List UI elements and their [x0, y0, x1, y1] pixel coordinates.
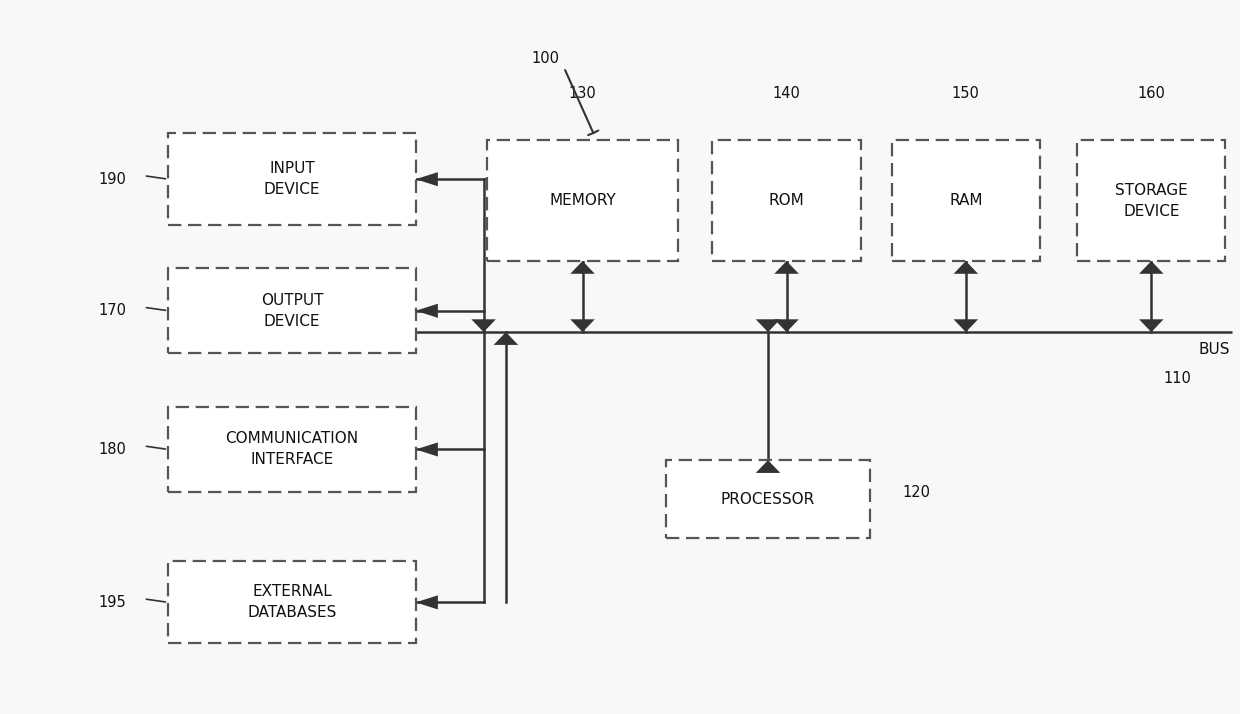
Text: OUTPUT
DEVICE: OUTPUT DEVICE	[260, 293, 324, 328]
Bar	[487, 140, 678, 261]
Bar	[169, 133, 415, 226]
Text: PROCESSOR: PROCESSOR	[720, 492, 815, 507]
Text: 120: 120	[903, 485, 930, 500]
Polygon shape	[954, 261, 978, 273]
Polygon shape	[415, 443, 438, 456]
Polygon shape	[755, 460, 780, 473]
Bar	[666, 460, 870, 538]
Polygon shape	[471, 319, 496, 332]
Polygon shape	[1140, 319, 1163, 332]
Bar	[169, 561, 415, 643]
Text: 100: 100	[532, 51, 559, 66]
Text: 170: 170	[99, 303, 126, 318]
Bar	[712, 140, 861, 261]
Polygon shape	[755, 319, 780, 332]
Text: EXTERNAL
DATABASES: EXTERNAL DATABASES	[247, 584, 336, 620]
Bar	[169, 268, 415, 353]
Polygon shape	[415, 172, 438, 186]
Text: STORAGE
DEVICE: STORAGE DEVICE	[1115, 183, 1188, 218]
Polygon shape	[1140, 261, 1163, 273]
Text: COMMUNICATION
INTERFACE: COMMUNICATION INTERFACE	[226, 431, 358, 468]
Polygon shape	[415, 595, 438, 610]
Text: ROM: ROM	[769, 193, 805, 208]
Polygon shape	[494, 332, 518, 345]
Text: 190: 190	[99, 171, 126, 186]
Polygon shape	[954, 319, 978, 332]
Bar	[892, 140, 1040, 261]
Text: 150: 150	[952, 86, 980, 101]
Text: 140: 140	[773, 86, 801, 101]
Polygon shape	[570, 261, 595, 273]
Polygon shape	[415, 303, 438, 318]
Polygon shape	[570, 319, 595, 332]
Bar	[1078, 140, 1225, 261]
Text: BUS: BUS	[1198, 343, 1230, 358]
Text: 130: 130	[569, 86, 596, 101]
Text: 110: 110	[1163, 371, 1192, 386]
Text: 195: 195	[99, 595, 126, 610]
Polygon shape	[774, 261, 799, 273]
Text: RAM: RAM	[949, 193, 982, 208]
Text: 160: 160	[1137, 86, 1166, 101]
Text: 180: 180	[99, 442, 126, 457]
Bar	[169, 407, 415, 492]
Text: MEMORY: MEMORY	[549, 193, 616, 208]
Text: INPUT
DEVICE: INPUT DEVICE	[264, 161, 320, 197]
Polygon shape	[774, 319, 799, 332]
